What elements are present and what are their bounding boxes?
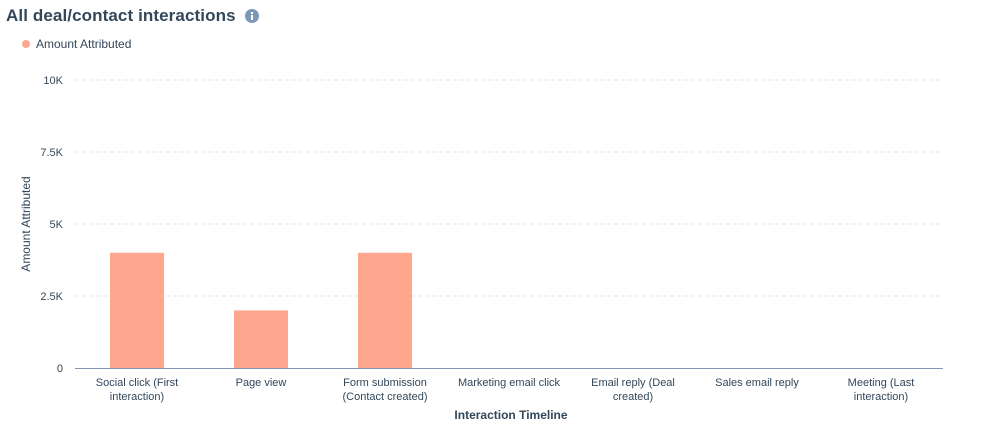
- y-axis-title: Amount Attributed: [19, 176, 33, 271]
- info-icon[interactable]: [244, 9, 259, 23]
- bar: [234, 310, 288, 368]
- chart-legend: Amount Attributed: [22, 37, 131, 51]
- x-tick-label: Social click (First interaction): [96, 377, 179, 403]
- y-tick-label: 5K: [50, 219, 64, 231]
- x-tick-label: Page view: [236, 377, 287, 389]
- chart-header: All deal/contact interactions: [6, 4, 259, 28]
- x-tick-label: Meeting (Last interaction): [848, 377, 915, 403]
- x-tick-label: Marketing email click: [458, 377, 561, 389]
- y-tick-label: 7.5K: [40, 147, 63, 159]
- y-tick-label: 10K: [43, 75, 63, 87]
- bar: [358, 252, 412, 368]
- legend-swatch: [22, 40, 30, 48]
- bar: [110, 252, 164, 368]
- x-tick-label: Sales email reply: [715, 377, 799, 389]
- x-axis-title: Interaction Timeline: [454, 408, 567, 422]
- x-tick-label: Email reply (Deal created): [591, 377, 675, 403]
- legend-label: Amount Attributed: [36, 37, 132, 51]
- y-tick-label: 0: [57, 363, 63, 375]
- chart-title: All deal/contact interactions: [6, 6, 236, 25]
- y-tick-label: 2.5K: [40, 291, 63, 303]
- x-tick-label: Form submission (Contact created): [343, 377, 428, 403]
